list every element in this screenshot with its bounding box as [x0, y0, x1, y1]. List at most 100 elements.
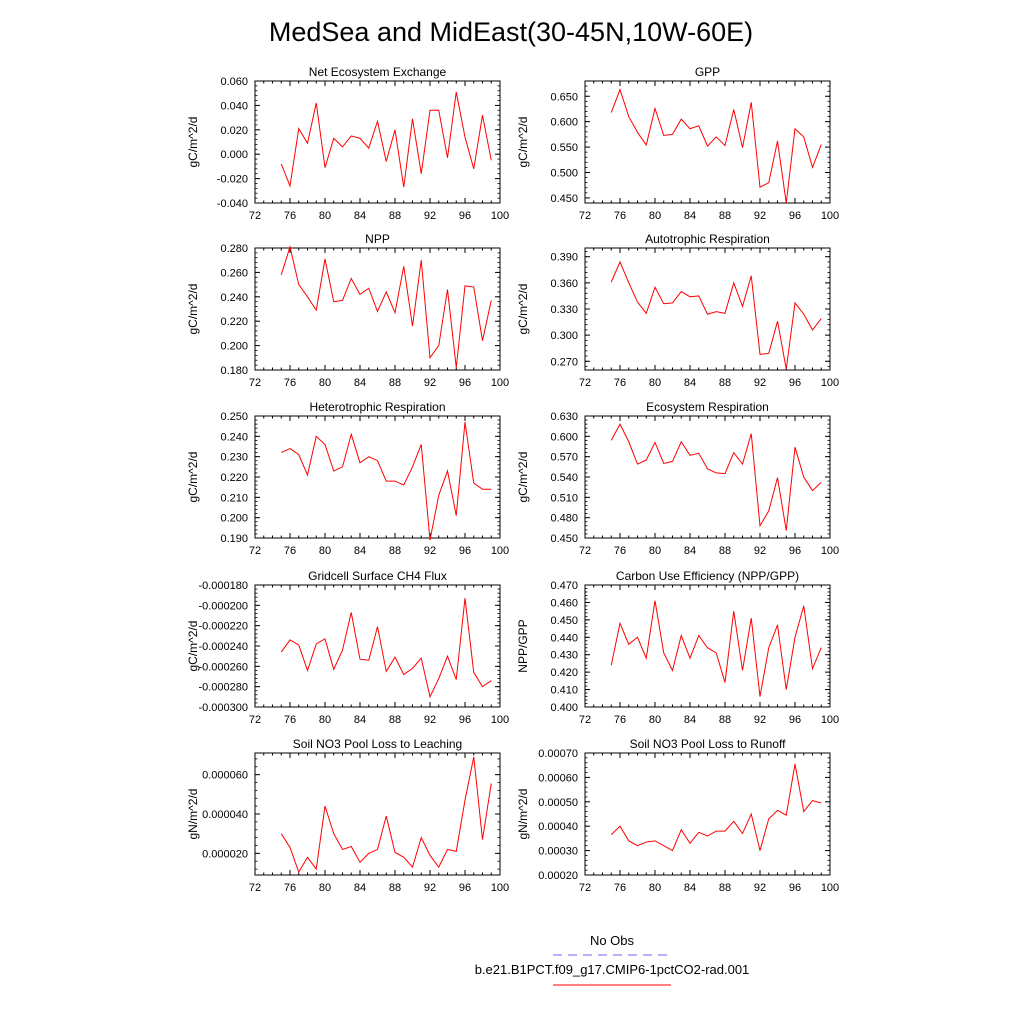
x-tick-label: 96: [789, 545, 801, 557]
x-tick-label: 84: [684, 882, 696, 894]
y-tick-label: -0.000260: [198, 661, 248, 673]
y-tick-label: 0.650: [550, 91, 578, 103]
y-tick-label: 0.460: [550, 597, 578, 609]
panel-2: GPP gC/m^2/d 72 76 80 84 88 92 96 100 0.450 0.500 0.…: [516, 65, 839, 222]
y-tick-label: 0.600: [550, 431, 578, 443]
plot-frame: [584, 415, 831, 539]
x-tick-label: 96: [789, 714, 801, 726]
x-tick-label: 72: [579, 545, 591, 557]
x-tick-label: 88: [389, 210, 401, 222]
y-tick-label: 0.600: [550, 117, 578, 129]
figure-title: MedSea and MidEast(30-45N,10W-60E): [269, 17, 753, 47]
x-tick-label: 100: [821, 210, 839, 222]
x-tick-label: 84: [354, 714, 366, 726]
y-tick-label: 0.000040: [202, 809, 248, 821]
panel-title: Soil NO3 Pool Loss to Leaching: [293, 737, 462, 751]
x-tick-label: 92: [754, 545, 766, 557]
series-line-1: [280, 756, 492, 874]
x-tick-label: 76: [614, 545, 626, 557]
x-tick-label: 80: [319, 545, 331, 557]
plot-frame: [254, 752, 501, 876]
x-tick-label: 72: [249, 210, 261, 222]
x-tick-label: 96: [789, 882, 801, 894]
x-tick-label: 80: [319, 210, 331, 222]
x-tick-label: 76: [614, 882, 626, 894]
x-tick-label: 92: [754, 714, 766, 726]
x-tick-label: 100: [491, 377, 509, 389]
y-tick-label: -0.000180: [198, 580, 248, 592]
y-tick-label: 0.040: [220, 100, 248, 112]
x-tick-label: 76: [614, 210, 626, 222]
series-line-1: [610, 600, 822, 697]
y-tick-label: 0.510: [550, 492, 578, 504]
x-tick-label: 76: [614, 714, 626, 726]
y-tick-label: -0.020: [217, 174, 248, 186]
y-tick-label: 0.240: [220, 292, 248, 304]
y-tick-label: 0.200: [220, 341, 248, 353]
series-line-1: [610, 423, 822, 531]
x-tick-label: 100: [491, 210, 509, 222]
y-axis-label: gC/m^2/d: [186, 452, 200, 503]
panel-7: Gridcell Surface CH4 Flux gC/m^2/d 72 76 80 8…: [186, 569, 509, 726]
plot-frame: [254, 415, 501, 539]
series-line-1: [280, 244, 492, 368]
x-tick-label: 100: [491, 714, 509, 726]
y-tick-label: 0.020: [220, 125, 248, 137]
legend: No Obs b.e21.B1PCT.f09_g17.CMIP6-1pctCO2…: [475, 933, 750, 986]
y-tick-label: 0.060: [220, 76, 248, 88]
y-tick-label: 0.000: [220, 149, 248, 161]
series-line-1: [610, 88, 822, 204]
y-tick-label: 0.280: [220, 243, 248, 255]
x-tick-label: 88: [389, 377, 401, 389]
x-tick-label: 72: [579, 714, 591, 726]
legend-label-model: b.e21.B1PCT.f09_g17.CMIP6-1pctCO2-rad.00…: [475, 962, 750, 977]
y-axis-label: gN/m^2/d: [516, 789, 530, 840]
y-tick-label: 0.00070: [538, 748, 578, 760]
y-tick-label: 0.570: [550, 452, 578, 464]
x-tick-label: 100: [491, 545, 509, 557]
y-tick-label: -0.000240: [198, 641, 248, 653]
x-tick-label: 84: [684, 545, 696, 557]
y-tick-label: 0.420: [550, 667, 578, 679]
panel-title: Autotrophic Respiration: [645, 232, 770, 246]
panel-1: Net Ecosystem Exchange gC/m^2/d 72 76 80 84 88…: [186, 65, 509, 222]
x-tick-label: 88: [719, 714, 731, 726]
y-tick-label: 0.330: [550, 304, 578, 316]
series-line-1: [610, 260, 822, 370]
y-tick-label: 0.270: [550, 356, 578, 368]
x-tick-label: 76: [284, 545, 296, 557]
x-tick-label: 80: [649, 210, 661, 222]
series-line-1: [281, 422, 492, 541]
y-tick-label: 0.250: [220, 411, 248, 423]
y-tick-label: 0.220: [220, 316, 248, 328]
x-tick-label: 80: [319, 377, 331, 389]
x-tick-label: 72: [249, 545, 261, 557]
panel-title: NPP: [365, 232, 390, 246]
y-axis-label: gC/m^2/d: [516, 117, 530, 168]
panel-3: NPP gC/m^2/d 72 76 80 84 88 92 96 100 0.180 0.200 0.…: [186, 232, 509, 389]
x-tick-label: 88: [389, 545, 401, 557]
panel-9: Soil NO3 Pool Loss to Leaching gN/m^2/d 72…: [186, 737, 509, 894]
panel-6: Ecosystem Respiration gC/m^2/d 72 76 80 84 88 9…: [516, 400, 839, 557]
x-tick-label: 96: [459, 545, 471, 557]
x-tick-label: 80: [649, 545, 661, 557]
panel-title: Carbon Use Efficiency (NPP/GPP): [616, 569, 799, 583]
y-tick-label: 0.200: [220, 513, 248, 525]
y-axis-label: gN/m^2/d: [186, 789, 200, 840]
series-line-1: [610, 763, 822, 852]
y-tick-label: 0.220: [220, 472, 248, 484]
panel-title: GPP: [695, 65, 720, 79]
x-tick-label: 84: [684, 377, 696, 389]
y-tick-label: 0.360: [550, 278, 578, 290]
y-tick-label: 0.00060: [538, 772, 578, 784]
x-tick-label: 92: [424, 882, 436, 894]
x-tick-label: 92: [424, 377, 436, 389]
y-tick-label: 0.00020: [538, 870, 578, 882]
panel-5: Heterotrophic Respiration gC/m^2/d 72 76 80 8…: [186, 400, 509, 557]
y-tick-label: -0.040: [217, 198, 248, 210]
y-tick-label: 0.450: [550, 615, 578, 627]
y-tick-label: 0.630: [550, 411, 578, 423]
plot-frame: [254, 247, 501, 371]
x-tick-label: 92: [754, 882, 766, 894]
